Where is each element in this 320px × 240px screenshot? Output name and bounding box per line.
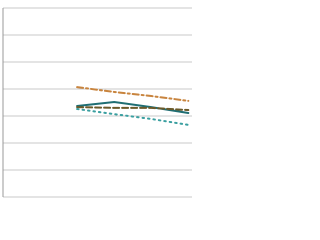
series-line (76, 100, 190, 115)
chart (2, 7, 192, 198)
page: {"chart_data": {"type": "line", "x": [2,… (2, 7, 192, 198)
series-line (76, 86, 190, 102)
series-line (76, 107, 190, 126)
series-line (76, 106, 190, 112)
